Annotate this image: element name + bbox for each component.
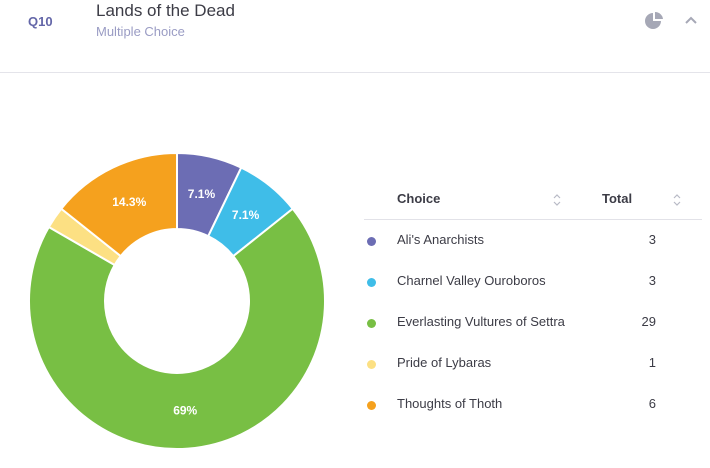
- choice-label: Charnel Valley Ouroboros: [397, 273, 546, 288]
- slice-data-label: 7.1%: [188, 187, 216, 201]
- choice-label: Thoughts of Thoth: [397, 396, 503, 411]
- pie-slice[interactable]: [28, 207, 326, 450]
- pie-chart-icon[interactable]: [644, 11, 664, 31]
- sort-icon[interactable]: [552, 193, 562, 207]
- question-header: Q10 Lands of the Dead Multiple Choice: [0, 0, 710, 73]
- legend-dot: [367, 237, 376, 246]
- choice-total: 3: [648, 232, 656, 247]
- total-column-header[interactable]: Total: [602, 191, 633, 206]
- donut-chart: 7.1% 7.1% 69% 14.3%: [28, 151, 326, 450]
- legend-dot: [367, 360, 376, 369]
- question-number: Q10: [28, 14, 53, 29]
- table-header: Choice Total: [364, 181, 702, 220]
- slice-data-label: 14.3%: [112, 195, 146, 209]
- table-body: Ali's Anarchists 3 Charnel Valley Ouroboro…: [364, 220, 702, 425]
- legend-dot: [367, 401, 376, 410]
- table-row: Ali's Anarchists 3: [364, 220, 702, 261]
- table-row: Charnel Valley Ouroboros 3: [364, 261, 702, 302]
- chevron-up-icon[interactable]: [684, 14, 698, 26]
- sort-icon[interactable]: [672, 193, 682, 207]
- legend-dot: [367, 319, 376, 328]
- choice-label: Pride of Lybaras: [397, 355, 492, 370]
- pie-slice[interactable]: [59, 151, 178, 258]
- table-row: Everlasting Vultures of Settra 29: [364, 302, 702, 343]
- table-row: Thoughts of Thoth 6: [364, 384, 702, 425]
- table-row: Pride of Lybaras 1: [364, 343, 702, 384]
- slice-data-label: 69%: [173, 404, 197, 418]
- choice-total: 1: [648, 355, 656, 370]
- slice-data-label: 7.1%: [232, 208, 260, 222]
- legend-dot: [367, 278, 376, 287]
- choice-column-header[interactable]: Choice: [397, 191, 441, 206]
- choice-total: 29: [641, 314, 656, 329]
- choice-table: Choice Total Ali's Anarchists 3 Charnel Va…: [364, 181, 702, 425]
- choice-label: Everlasting Vultures of Settra: [397, 314, 565, 329]
- choice-total: 3: [648, 273, 656, 288]
- choice-total: 6: [648, 396, 656, 411]
- question-type: Multiple Choice: [96, 24, 185, 39]
- question-title: Lands of the Dead: [96, 1, 235, 20]
- choice-label: Ali's Anarchists: [397, 232, 485, 247]
